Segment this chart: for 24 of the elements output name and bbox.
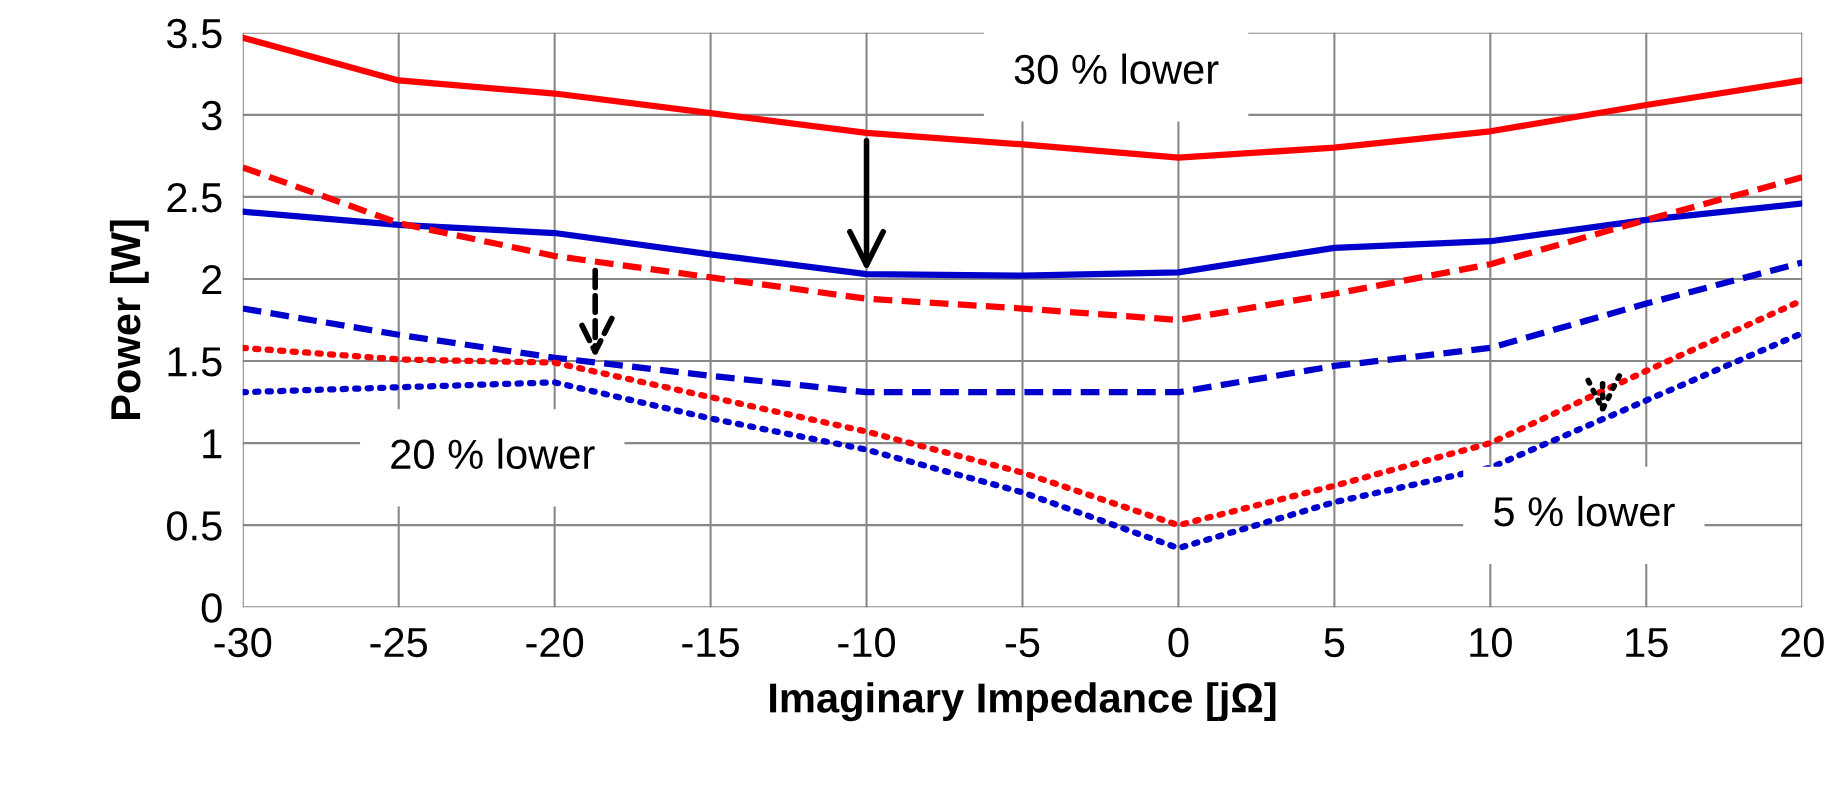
- annotation: 30 % lower: [1014, 53, 1219, 85]
- x-tick-label: 20: [1781, 627, 1824, 658]
- y-tick-label: 3.5: [166, 18, 222, 49]
- annotation: 5 % lower: [1494, 495, 1675, 527]
- y-tick-label: 1.5: [168, 347, 222, 377]
- y-tick-label: 2: [202, 264, 222, 295]
- x-tick-label: -25: [370, 627, 428, 658]
- x-tick-label: 0: [1168, 627, 1189, 658]
- x-tick-label: -30: [214, 627, 272, 658]
- y-tick-label: 0.5: [167, 511, 222, 541]
- y-axis-title: Power [W]: [109, 220, 149, 420]
- x-tick-label: -5: [1005, 628, 1040, 658]
- x-tick-label: 10: [1470, 627, 1512, 658]
- y-tick-label: 2.5: [167, 182, 222, 213]
- x-tick-label: -10: [838, 627, 896, 658]
- x-tick-label: 5: [1324, 628, 1345, 658]
- y-tick-label: 3: [201, 100, 222, 131]
- x-tick-label: 15: [1626, 628, 1668, 658]
- annotation: 20 % lower: [391, 438, 595, 470]
- y-tick-label: 0: [201, 593, 222, 623]
- x-tick-label: -20: [526, 627, 584, 658]
- y-tick-label: 1: [203, 429, 222, 459]
- x-tick-label: -15: [682, 628, 739, 658]
- x-axis-title: Imaginary Impedance [jΩ]: [770, 682, 1276, 722]
